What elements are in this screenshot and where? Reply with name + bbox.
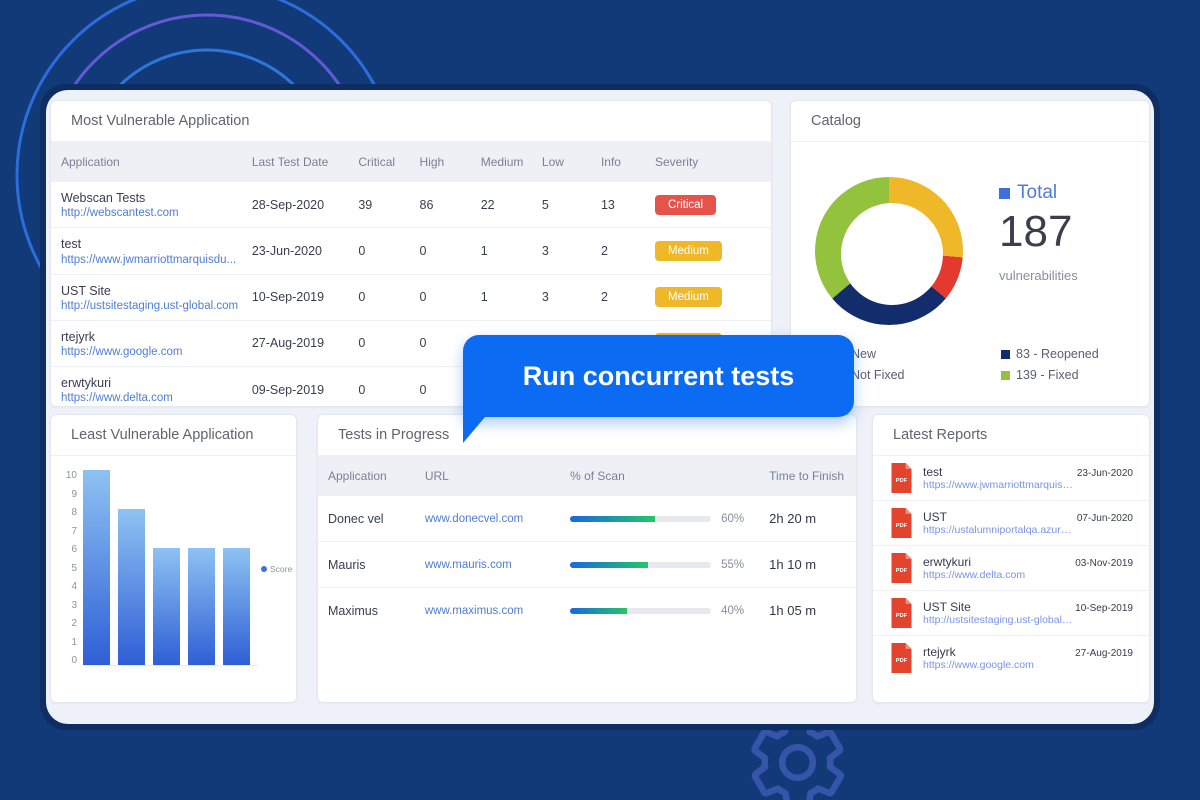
svg-text:PDF: PDF: [896, 478, 908, 484]
svg-text:PDF: PDF: [896, 523, 908, 529]
svg-text:PDF: PDF: [896, 658, 908, 664]
svg-text:PDF: PDF: [896, 613, 908, 619]
svg-text:PDF: PDF: [896, 568, 908, 574]
